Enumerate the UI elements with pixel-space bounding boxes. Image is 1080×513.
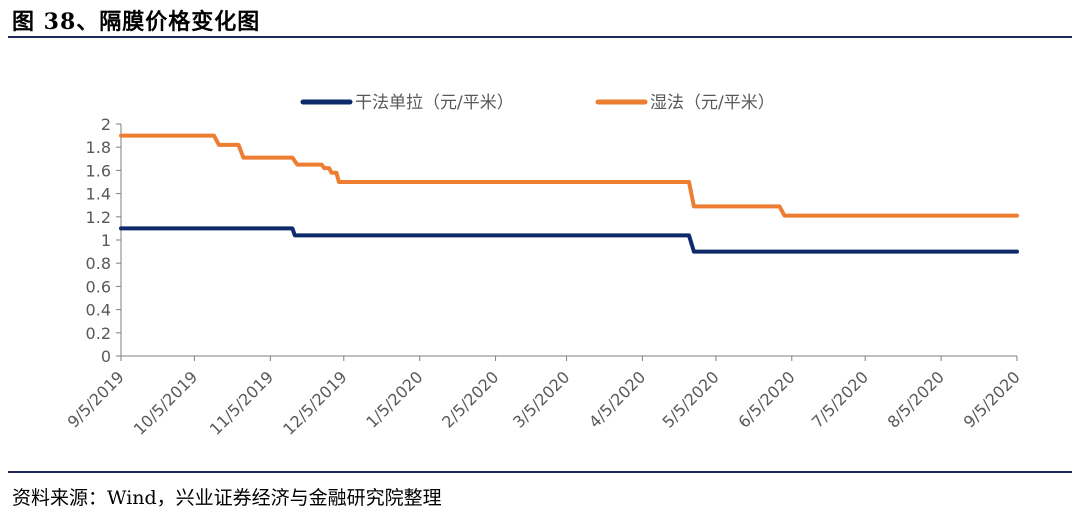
y-tick-label: 0.4 [86,301,111,320]
x-tick-label: 7/5/2020 [808,367,872,431]
legend-label-wet: 湿法（元/平米） [650,93,775,113]
y-tick-label: 0.8 [86,254,111,273]
legend-label-dry: 干法单拉（元/平米） [355,93,514,113]
x-tick-label: 9/5/2020 [960,367,1024,431]
y-tick-label: 1 [101,231,111,250]
x-tick-label: 10/5/2019 [130,367,201,438]
x-tick-label: 11/5/2019 [206,367,277,438]
y-tick-label: 1.2 [86,208,111,227]
x-tick-label: 12/5/2019 [279,367,350,438]
series-line-dry [119,226,1019,254]
y-tick-label: 0.6 [86,277,111,296]
y-tick-label: 1.4 [86,185,111,204]
y-tick-label: 2 [101,115,111,134]
x-tick-label: 3/5/2020 [509,367,573,431]
y-tick-label: 1.6 [86,161,111,180]
x-tick-label: 1/5/2020 [362,367,426,431]
x-tick-label: 5/5/2020 [658,367,722,431]
series-layer [119,133,1019,254]
y-tick-label: 1.8 [86,138,111,157]
x-tick-label: 6/5/2020 [734,367,798,431]
x-axis: 9/5/2019 10/5/2019 11/5/2019 12/5/2019 1/5/2… [64,355,1024,439]
x-tick-label: 8/5/2020 [884,367,948,431]
x-tick-label: 2/5/2020 [438,367,502,431]
y-tick-label: 0.2 [86,324,111,343]
line-chart: 干法单拉（元/平米） 湿法（元/平米） 0 0.2 0.4 0.6 0.8 1 1.2 1.4… [64,93,1024,439]
y-axis: 0 0.2 0.4 0.6 0.8 1 1.2 1.4 1.6 1.8 2 [86,115,122,366]
bottom-rule [8,471,1072,473]
x-tick-label: 9/5/2019 [64,367,128,431]
series-line-wet [119,133,1019,218]
top-rule [8,36,1072,38]
figure-title: 图 38、隔膜价格变化图 [12,9,261,35]
x-tick-label: 4/5/2020 [585,367,649,431]
source-note: 资料来源：Wind，兴业证券经济与金融研究院整理 [12,487,442,509]
chart-legend: 干法单拉（元/平米） 湿法（元/平米） [300,93,775,113]
y-tick-label: 0 [101,347,111,366]
